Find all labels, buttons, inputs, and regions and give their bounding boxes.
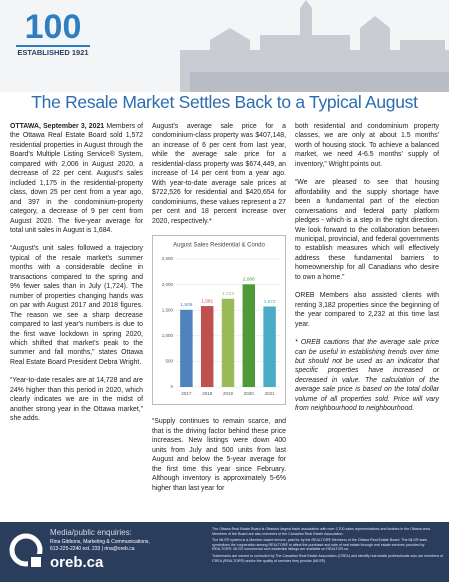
note: The MLS® system is a Member-based servic… — [212, 538, 428, 552]
header-banner: 100 ESTABLISHED 1921 — [0, 0, 449, 92]
bar — [242, 284, 256, 387]
logo-number: 100 — [25, 8, 82, 46]
footnote: * OREB cautions that the average sale pr… — [295, 339, 439, 413]
note: Trademarks are owned or controlled by Th… — [212, 553, 444, 563]
paragraph: “Year-to-date resales are at 14,728 and … — [10, 377, 143, 423]
chart: August Sales Residential & Condo 0 500 1,0… — [152, 234, 286, 405]
y-tick-label: 2,500 — [162, 256, 174, 261]
x-tick-label: 2018 — [202, 391, 213, 396]
footer: Media/public enquiries: Rina Gibbons, Ma… — [0, 522, 449, 582]
bar — [200, 306, 214, 387]
bar — [221, 298, 235, 387]
title: The Resale Market Settles Back to a Typi… — [31, 92, 418, 112]
value-label: 1,581 — [201, 298, 213, 304]
paragraph: both residential and condominium propert… — [295, 123, 439, 168]
footer-notes: The Ottawa Real Estate Board is Ottawa's… — [212, 527, 444, 565]
logo-text: ESTABLISHED 1921 — [17, 48, 88, 57]
value-label: 1,508 — [180, 302, 192, 308]
y-tick-label: 0 — [170, 384, 173, 389]
x-tick-label: 2020 — [244, 391, 255, 396]
x-tick-label: 2021 — [265, 391, 276, 396]
footer-logo — [9, 533, 43, 568]
x-tick-label: 2019 — [223, 391, 234, 396]
note: The Ottawa Real Estate Board is Ottawa's… — [212, 527, 431, 536]
y-tick-label: 2,000 — [162, 282, 174, 287]
y-tick-label: 1,000 — [162, 333, 174, 338]
chart-title: August Sales Residential & Condo — [173, 243, 265, 249]
contact-phone: 613-225-2240 ext. 233 | rina@oreb.ca — [50, 546, 135, 552]
y-tick-label: 1,500 — [162, 307, 174, 312]
column: OTTAWA, September 3, 2021 Members of the… — [10, 122, 143, 433]
paragraph: August's average sale price for a condom… — [152, 123, 286, 225]
website[interactable]: oreb.ca — [50, 554, 104, 571]
value-label: 1,572 — [264, 299, 276, 305]
contact: Media/public enquiries: Rina Gibbons, Ma… — [50, 528, 200, 571]
column: August's average sale price for a condom… — [152, 122, 286, 502]
chart-frame — [152, 234, 286, 405]
paragraph: “August's unit sales followed a trajecto… — [10, 245, 143, 366]
bar — [180, 309, 193, 387]
bar — [263, 306, 276, 387]
paragraph: OTTAWA, September 3, 2021 Members of the… — [10, 122, 143, 235]
paragraph: “Supply continues to remain scarce, and … — [152, 418, 286, 492]
y-tick-label: 500 — [165, 359, 173, 364]
paragraph: OREB Members also assisted clients with … — [295, 292, 439, 328]
contact-name: Rina Gibbons, Marketing & Communications… — [50, 539, 150, 545]
x-tick-label: 2017 — [181, 391, 192, 396]
text: Members of the Ottawa Real Estate Board … — [10, 123, 143, 234]
column: both residential and condominium propert… — [295, 122, 439, 423]
contact-title: Media/public enquiries: — [50, 528, 132, 537]
value-label: 2,006 — [243, 277, 255, 283]
dateline: OTTAWA, September 3, 2021 — [10, 123, 105, 130]
paragraph: “We are pleased to see that housing affo… — [295, 179, 439, 281]
value-label: 1,723 — [222, 291, 234, 297]
